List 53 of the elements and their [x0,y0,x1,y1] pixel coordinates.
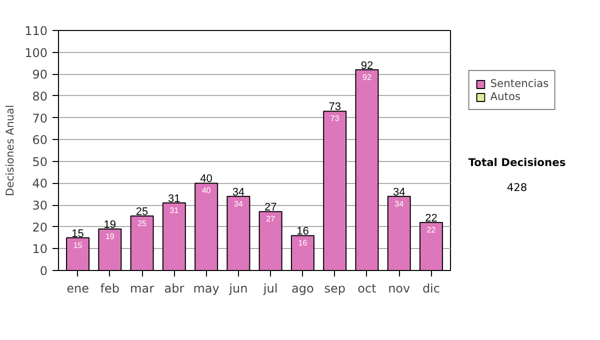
data-label: 34 [392,186,406,198]
y-tick-label: 60 [32,133,48,148]
y-tick-label: 20 [32,220,48,234]
annotation: 73 [330,114,340,124]
x-tick-label: sep [324,282,346,296]
x-tick-label: feb [100,282,120,296]
y-tick-label: 100 [24,46,48,60]
y-tick-label: 90 [32,68,48,82]
y-tick-label: 50 [32,154,48,169]
text: 428 [506,180,528,196]
y-tick-label: 10 [32,242,48,256]
x-tick-label: ene [66,282,89,296]
x-tick-label: abr [164,282,184,296]
annotation: 34 [234,199,244,208]
x-tick-label: jun [228,282,248,296]
x-tick-label: may [193,282,220,296]
annotation: 34 [394,199,404,208]
data-label: 92 [360,60,374,72]
data-label: 15 [72,228,84,240]
y-tick-label: 30 [32,198,48,213]
y-axis-title: Decisiones Anual [4,104,17,196]
data-label: 25 [136,206,148,218]
legend-label: Sentencias [490,77,549,90]
y-tick-label: 70 [32,111,48,126]
annotation: 27 [266,214,276,224]
annotation: 92 [362,72,372,82]
data-label: 19 [104,219,116,232]
data-label: 31 [168,192,180,205]
y-tick-label: 110 [24,24,48,38]
x-tick-label: jul [262,282,278,296]
data-label: 22 [425,212,438,224]
y-tick-label: 80 [32,89,48,104]
x-tick-label: oct [358,282,377,296]
annotation: 19 [105,232,115,242]
x-tick-label: ago [292,282,314,296]
annotation: 22 [426,226,436,234]
data-label: 34 [232,186,245,198]
annotation: 15 [73,240,83,250]
data-label: 16 [296,226,309,238]
data-label: 27 [264,202,277,214]
annotation: 16 [298,238,308,248]
legend-label: Autos [490,90,521,103]
x-tick-label: mar [130,282,154,296]
x-tick-label: dic [422,282,440,296]
annotation: 25 [138,218,148,228]
y-tick-label: 0 [40,264,48,278]
data-label: 73 [328,101,341,114]
annotation: 40 [202,186,212,196]
x-tick-label: nov [388,282,410,296]
y-tick-label: 40 [32,176,48,191]
text: Total Decisiones [468,155,566,170]
data-label: 40 [200,173,212,186]
annotation: 31 [170,206,180,215]
